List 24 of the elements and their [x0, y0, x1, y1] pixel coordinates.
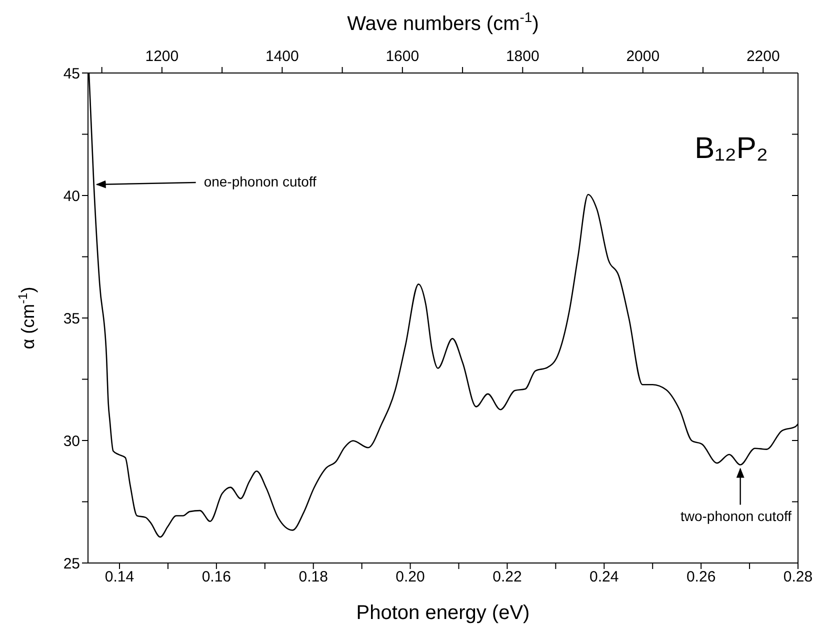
y-tick-label: 35 [63, 310, 80, 328]
x2-tick-label: 1400 [265, 48, 299, 65]
x-tick-label: 0.28 [783, 568, 813, 586]
x-tick-label: 0.16 [202, 568, 232, 586]
x-tick-label: 0.18 [298, 568, 328, 586]
annotation: one-phonon cutoff [204, 173, 317, 190]
x2-tick-label: 1200 [145, 48, 179, 65]
y-tick-label: 45 [63, 65, 80, 82]
x-tick-label: 0.22 [492, 568, 522, 586]
x-tick-label: 0.26 [686, 568, 716, 586]
y-tick-label: 30 [63, 432, 80, 450]
x2-tick-label: 1800 [506, 48, 540, 65]
annotation: B₁₂P₂ [694, 132, 768, 165]
x-axis-title: Photon energy (eV) [356, 602, 530, 624]
x2-tick-label: 2200 [746, 48, 780, 65]
x-tick-label: 0.14 [104, 568, 134, 586]
x-tick-label: 0.20 [396, 568, 425, 586]
x2-tick-label: 1600 [386, 48, 420, 65]
x-tick-label: 0.24 [590, 568, 619, 586]
annotation: two-phonon cutoff [680, 508, 792, 524]
x2-axis-title: Wave numbers (cm$^{-1}$) [347, 9, 539, 35]
x2-tick-label: 2000 [626, 48, 660, 65]
y-tick-label: 40 [63, 188, 80, 205]
y-tick-label: 25 [63, 555, 80, 572]
